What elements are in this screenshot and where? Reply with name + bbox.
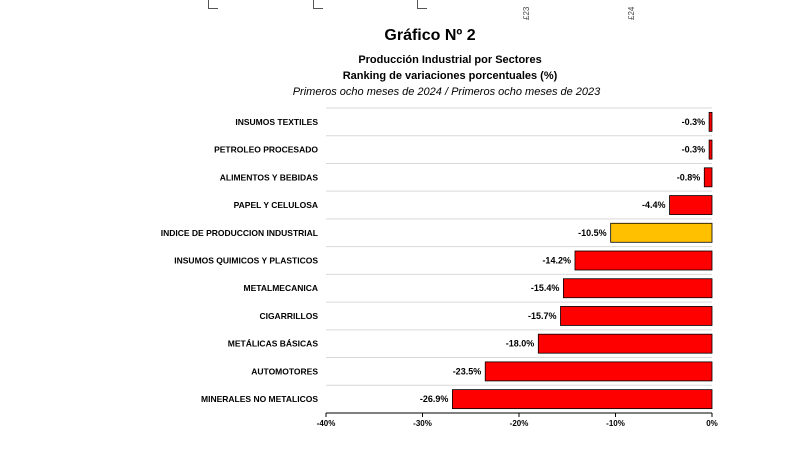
value-label: -0.3% <box>682 145 706 155</box>
bar <box>610 222 713 243</box>
category-label: CIGARRILLOS <box>259 311 318 321</box>
bar <box>562 278 713 299</box>
bar <box>669 195 713 215</box>
category-label: MINERALES NO METALICOS <box>201 394 318 404</box>
value-label: -10.5% <box>578 228 607 238</box>
category-label: PAPEL Y CELULOSA <box>234 200 318 210</box>
value-label: -23.5% <box>453 366 482 376</box>
x-tick-label: 0% <box>706 419 718 428</box>
category-label: AUTOMOTORES <box>251 366 318 376</box>
fragment-mark <box>417 0 427 9</box>
bar <box>560 306 713 326</box>
chart-subtitle-2: Ranking de variaciones porcentuales (%) <box>342 70 558 82</box>
bar <box>574 250 713 271</box>
bar <box>703 167 713 188</box>
fragment-mark <box>208 0 218 9</box>
value-label: -0.3% <box>682 117 706 127</box>
chart-title: Gráfico Nº 2 <box>384 27 476 44</box>
fragment-mark <box>313 0 323 9</box>
value-label: -15.7% <box>528 311 557 321</box>
value-label: -0.8% <box>677 172 701 182</box>
bar <box>708 139 713 160</box>
category-label: INSUMOS TEXTILES <box>235 117 318 127</box>
category-label: INDICE DE PRODUCCION INDUSTRIAL <box>161 228 318 238</box>
x-tick-label: -20% <box>510 419 529 428</box>
bar <box>537 333 713 354</box>
chart-subtitle-3: Primeros ocho meses de 2024 / Primeros o… <box>292 86 601 98</box>
bar <box>452 389 713 410</box>
category-label: METÁLICAS BÁSICAS <box>228 339 319 349</box>
value-label: -26.9% <box>420 394 449 404</box>
value-label: -14.2% <box>542 256 571 266</box>
category-label: ALIMENTOS Y BEBIDAS <box>220 172 319 182</box>
x-tick-label: -30% <box>413 419 432 428</box>
top-fragment: £23 £24 <box>0 0 800 20</box>
x-tick-label: -10% <box>606 419 625 428</box>
value-label: -15.4% <box>531 283 560 293</box>
x-tick-label: -40% <box>317 419 336 428</box>
category-label: PETROLEO PROCESADO <box>214 145 318 155</box>
value-label: -18.0% <box>506 339 535 349</box>
bar <box>708 111 713 132</box>
chart-subtitle-1: Producción Industrial por Sectores <box>358 54 542 66</box>
bar <box>484 361 713 382</box>
category-label: METALMECANICA <box>244 283 318 293</box>
category-label: INSUMOS QUIMICOS Y PLASTICOS <box>174 256 318 266</box>
value-label: -4.4% <box>642 200 666 210</box>
